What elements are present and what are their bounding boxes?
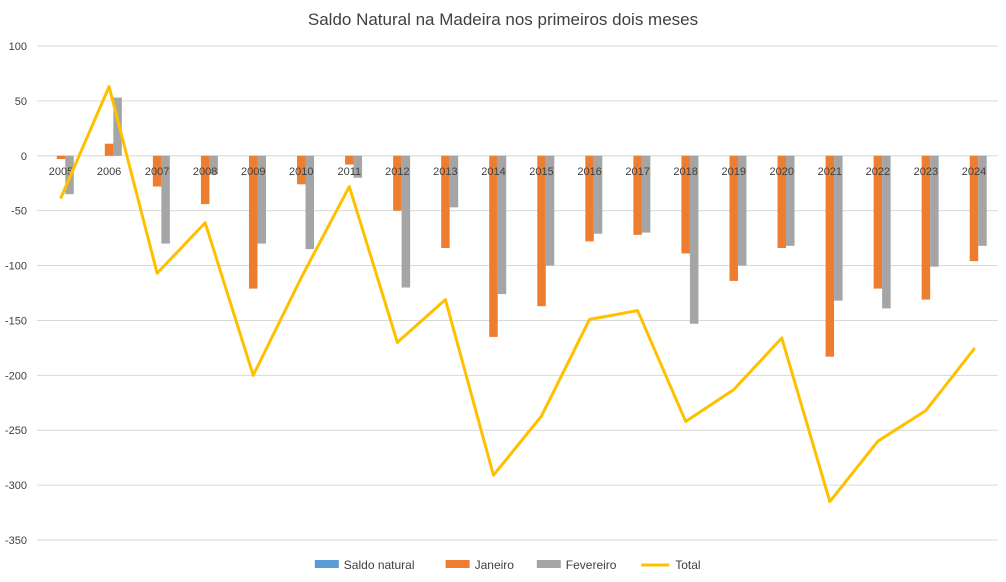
bar-fevereiro <box>401 155 411 288</box>
line-series-total <box>59 85 976 504</box>
bar-fevereiro <box>545 155 555 266</box>
y-tick-label: -100 <box>5 261 27 273</box>
bars <box>56 97 987 357</box>
y-tick-label: 100 <box>9 41 27 53</box>
y-axis-ticks: 100 50 0 -50 -100 -150 -200 -250 -300 -350 <box>5 41 27 547</box>
bar-janeiro <box>681 155 690 254</box>
legend: Saldo natural Janeiro Fevereiro Total <box>314 558 701 572</box>
bar-fevereiro <box>978 155 987 246</box>
bar-fevereiro <box>834 155 843 301</box>
x-tick-label: 2015 <box>529 166 553 178</box>
y-tick-label: -250 <box>5 425 27 437</box>
bar-fevereiro <box>882 155 891 309</box>
bar-janeiro <box>729 155 738 281</box>
x-tick-label: 2016 <box>577 166 601 178</box>
x-tick-label: 2012 <box>385 166 409 178</box>
legend-label-saldo-natural: Saldo natural <box>344 558 415 572</box>
x-tick-label: 2022 <box>866 166 890 178</box>
bar-janeiro <box>441 155 450 248</box>
bar-fevereiro <box>497 155 507 295</box>
bar-fevereiro <box>737 155 747 266</box>
bar-janeiro <box>104 143 114 156</box>
bar-fevereiro <box>161 155 170 244</box>
bar-janeiro <box>393 155 402 211</box>
x-tick-label: 2009 <box>241 166 265 178</box>
bar-fevereiro <box>257 155 266 244</box>
legend-label-fevereiro: Fevereiro <box>566 558 617 572</box>
x-tick-label: 2019 <box>721 166 745 178</box>
x-tick-label: 2006 <box>97 166 121 178</box>
x-tick-label: 2018 <box>673 166 697 178</box>
x-tick-label: 2007 <box>145 166 169 178</box>
y-tick-label: -50 <box>11 206 27 218</box>
bar-janeiro <box>152 155 162 187</box>
x-tick-label: 2021 <box>818 166 842 178</box>
x-tick-label: 2023 <box>914 166 938 178</box>
bar-janeiro <box>633 155 642 235</box>
bar-fevereiro <box>449 155 459 208</box>
x-tick-label: 2024 <box>962 166 986 178</box>
bar-janeiro <box>345 155 354 165</box>
bar-fevereiro <box>209 155 218 175</box>
bar-fevereiro <box>641 155 651 233</box>
gridlines <box>37 45 998 541</box>
x-tick-label: 2008 <box>193 166 217 178</box>
bar-janeiro <box>585 155 594 242</box>
x-tick-label: 2020 <box>770 166 794 178</box>
x-tick-label: 2013 <box>433 166 457 178</box>
bar-fevereiro <box>786 155 795 246</box>
bar-janeiro <box>825 155 835 357</box>
x-axis-ticks: 2005 2006 2007 2008 2009 2010 2011 2012 2013 2014… <box>49 166 986 178</box>
y-tick-label: 50 <box>15 96 27 108</box>
bar-janeiro <box>969 155 979 262</box>
bar-fevereiro <box>930 155 939 267</box>
total-line <box>59 85 976 504</box>
bar-janeiro <box>248 155 258 289</box>
y-tick-label: -150 <box>5 315 27 327</box>
bar-fevereiro <box>689 155 699 324</box>
legend-label-total: Total <box>675 558 700 572</box>
legend-swatch-fevereiro <box>536 560 561 568</box>
y-tick-label: -350 <box>5 535 27 547</box>
bar-janeiro <box>921 155 931 300</box>
bar-janeiro <box>200 155 210 205</box>
bar-fevereiro <box>113 97 122 156</box>
bar-janeiro <box>297 155 306 185</box>
y-tick-label: 0 <box>21 151 27 163</box>
legend-swatch-janeiro <box>445 560 470 568</box>
y-tick-label: -300 <box>5 480 27 492</box>
chart-title: Saldo Natural na Madeira nos primeiros d… <box>308 10 698 29</box>
legend-swatch-saldo-natural <box>314 560 339 568</box>
bar-janeiro <box>777 155 787 248</box>
bar-janeiro <box>489 155 498 337</box>
bar-janeiro <box>873 155 883 289</box>
bar-janeiro <box>56 155 66 160</box>
x-tick-label: 2014 <box>481 166 505 178</box>
legend-label-janeiro: Janeiro <box>475 558 515 572</box>
bar-fevereiro <box>353 155 363 178</box>
x-tick-label: 2011 <box>337 166 361 178</box>
bar-fevereiro <box>593 155 603 234</box>
y-tick-label: -200 <box>5 370 27 382</box>
bar-fevereiro <box>305 155 315 250</box>
x-tick-label: 2010 <box>289 166 313 178</box>
bar-janeiro <box>537 155 546 307</box>
x-tick-label: 2017 <box>625 166 649 178</box>
x-tick-label: 2005 <box>49 166 73 178</box>
